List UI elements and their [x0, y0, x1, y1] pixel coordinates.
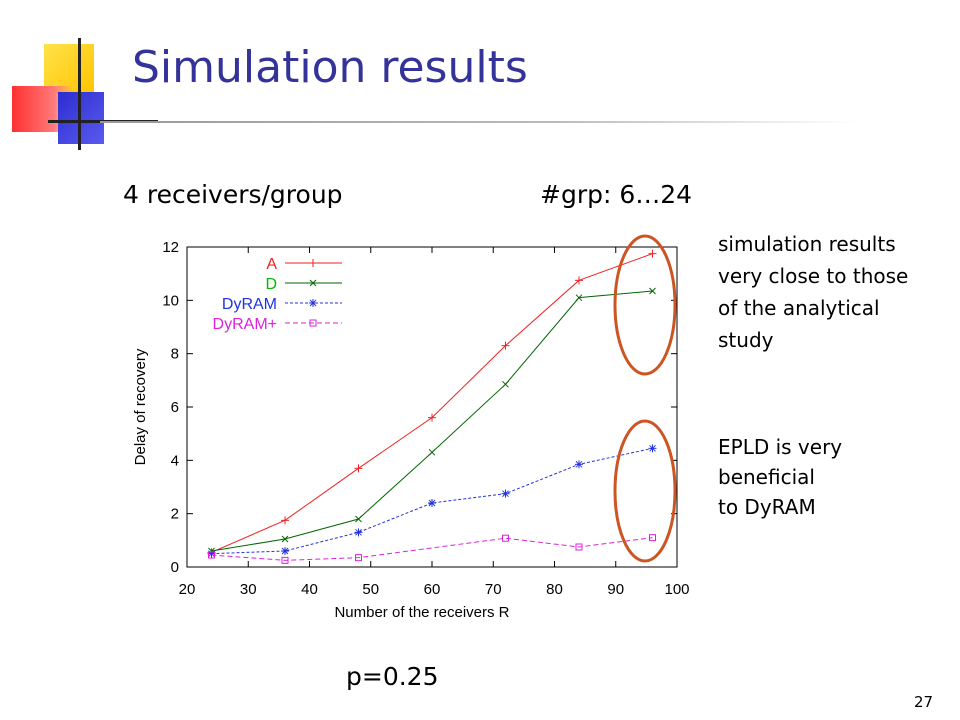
data-point [355, 515, 362, 523]
note-analytical: simulation results very close to those o… [718, 228, 958, 356]
note-epld: EPLD is very beneficial to DyRAM [718, 432, 958, 522]
data-point [281, 516, 289, 525]
note-analytical-line: very close to those [718, 264, 909, 288]
note-analytical-line: of the analytical [718, 296, 880, 320]
note-epld-line: to DyRAM [718, 495, 816, 519]
marker-stroke [649, 287, 656, 295]
legend-marker [309, 319, 317, 327]
y-tick-label: 2 [171, 506, 179, 523]
data-point [648, 249, 657, 258]
marker-stroke [355, 528, 362, 536]
x-tick-label: 90 [607, 581, 624, 598]
marker-stroke [281, 535, 289, 543]
marker-stroke [355, 515, 362, 523]
group-range-label: #grp: 6…24 [540, 180, 693, 209]
marker-stroke [575, 460, 583, 468]
marker-stroke [309, 279, 317, 287]
receivers-per-group-label: 4 receivers/group [123, 180, 343, 209]
data-point [281, 547, 289, 555]
data-point [428, 499, 436, 507]
marker-stroke [309, 319, 317, 327]
marker-stroke [502, 534, 509, 542]
marker-stroke [502, 490, 509, 498]
y-axis-label: Delay of recovery [132, 348, 149, 465]
legend-marker [309, 279, 317, 287]
data-point [502, 534, 509, 542]
y-tick-label: 4 [171, 452, 179, 469]
marker-stroke [281, 556, 289, 564]
note-epld-line: EPLD is very [718, 435, 843, 459]
note-analytical-line: simulation results [718, 232, 896, 256]
x-tick-label: 80 [546, 581, 563, 598]
logo-blue-square [58, 92, 104, 144]
y-tick-label: 10 [162, 292, 179, 309]
marker-stroke [649, 444, 656, 452]
data-point [354, 464, 363, 473]
y-tick-label: 0 [171, 559, 179, 576]
marker-stroke [428, 448, 436, 456]
data-point [428, 413, 436, 422]
data-point [575, 294, 583, 302]
x-tick-label: 40 [301, 581, 318, 598]
data-point [501, 341, 510, 350]
x-tick-label: 20 [179, 581, 196, 598]
data-point [648, 444, 657, 453]
y-tick-label: 12 [162, 239, 179, 256]
data-point [208, 551, 215, 559]
logo-yellow-square [44, 44, 94, 94]
series-line [211, 537, 653, 561]
slide-title: Simulation results [132, 42, 528, 93]
x-tick-label: 60 [424, 581, 441, 598]
data-point [575, 543, 583, 551]
data-point [281, 556, 289, 564]
data-point [428, 448, 436, 456]
page-number: 27 [914, 693, 934, 711]
title-rule [100, 121, 860, 123]
x-tick-label: 30 [240, 581, 257, 598]
data-point [649, 287, 656, 295]
legend-marker [309, 299, 317, 307]
legend-label: D [265, 276, 277, 293]
marker-stroke [428, 499, 436, 507]
note-analytical-line: study [718, 328, 774, 352]
series-line [211, 253, 653, 553]
y-tick-label: 6 [171, 399, 179, 416]
legend-marker [309, 259, 317, 267]
highlight-circle-top [613, 234, 677, 376]
data-point [501, 489, 510, 498]
marker-stroke [502, 380, 509, 388]
data-point [354, 528, 363, 537]
highlight-circle-bottom [613, 419, 677, 563]
probability-label: p=0.25 [346, 662, 439, 691]
note-epld-line: beneficial [718, 465, 815, 489]
x-tick-label: 50 [362, 581, 379, 598]
marker-stroke [281, 547, 289, 555]
data-point [649, 534, 656, 542]
data-point [575, 276, 583, 285]
x-tick-label: 70 [485, 581, 502, 598]
x-tick-label: 100 [664, 581, 689, 598]
data-point [575, 460, 583, 469]
marker-stroke [208, 551, 215, 559]
marker-stroke [649, 534, 656, 542]
data-point [502, 380, 509, 388]
slide-logo [0, 0, 158, 160]
legend-label: A [266, 256, 277, 273]
data-point [355, 554, 362, 562]
y-tick-label: 8 [171, 346, 179, 363]
data-point [281, 535, 289, 543]
legend-label: DyRAM+ [213, 316, 277, 333]
legend-label: DyRAM [222, 296, 277, 313]
marker-stroke [309, 299, 317, 307]
x-axis-label: Number of the receivers R [334, 604, 509, 621]
marker-stroke [575, 543, 583, 551]
marker-stroke [355, 554, 362, 562]
logo-vertical-line [78, 38, 81, 150]
marker-stroke [575, 294, 583, 302]
delay-chart: 20 30 40 50 60 70 80 90 100 0 2 4 6 8 10 12 Number of th… [132, 234, 690, 621]
series-dyram-plus [208, 534, 656, 564]
